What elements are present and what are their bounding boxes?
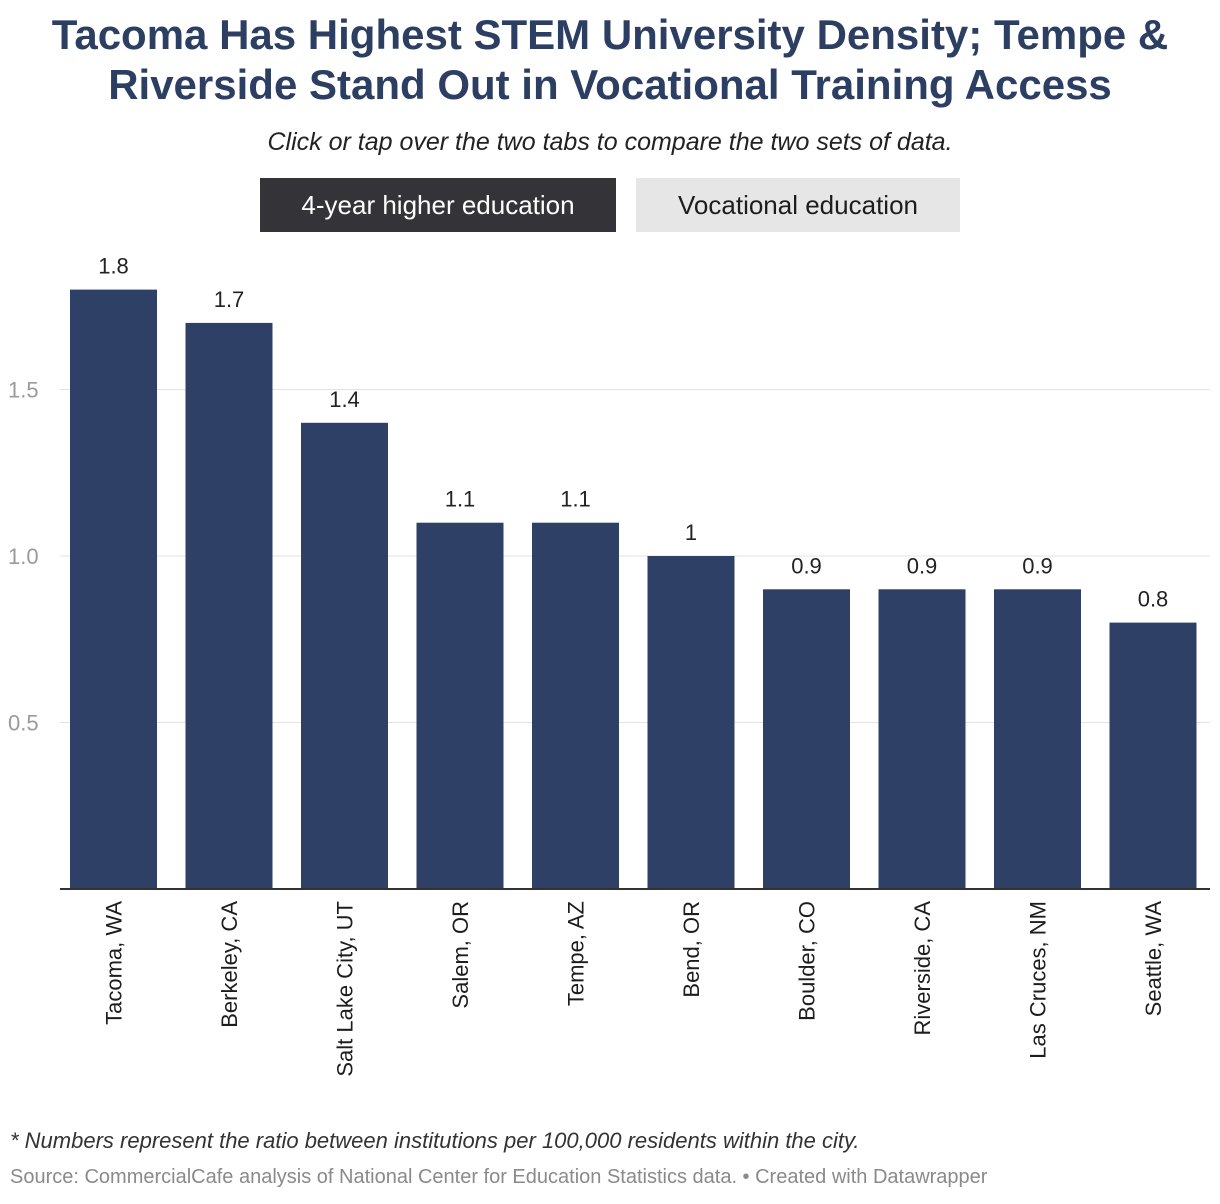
bar[interactable]: [647, 556, 735, 889]
bar-value-label: 1.8: [98, 254, 129, 279]
footnote: * Numbers represent the ratio between in…: [10, 1128, 860, 1153]
x-tick-label: Tempe, AZ: [564, 901, 589, 1006]
x-tick-label: Salem, OR: [448, 901, 473, 1009]
y-tick-label: 0.5: [8, 711, 39, 736]
bar[interactable]: [532, 522, 619, 889]
x-tick-label: Las Cruces, NM: [1026, 901, 1051, 1059]
x-tick-label: Seattle, WA: [1141, 901, 1166, 1017]
tab-vocational-education[interactable]: Vocational education: [636, 178, 960, 232]
bar-value-label: 1.7: [214, 287, 245, 312]
x-tick-label: Berkeley, CA: [217, 901, 242, 1028]
title-line-1: Tacoma Has Highest STEM University Densi…: [51, 11, 1169, 58]
bar-value-label: 0.9: [791, 553, 822, 578]
bar-value-label: 0.8: [1138, 587, 1169, 612]
bar[interactable]: [416, 522, 504, 889]
chart-subtitle: Click or tap over the two tabs to compar…: [267, 128, 953, 156]
x-tick-label: Riverside, CA: [910, 901, 935, 1036]
x-tick-label: Bend, OR: [679, 901, 704, 998]
bar[interactable]: [994, 589, 1081, 889]
bar[interactable]: [70, 289, 157, 890]
bar[interactable]: [301, 422, 388, 889]
bar-chart: 0.5 1.0 1.5 1.8 Tacoma, WA 1.7 Berkeley, CA 1.4…: [8, 254, 1210, 1077]
y-tick-label: 1.0: [8, 544, 39, 569]
x-tick-label: Boulder, CO: [795, 901, 820, 1021]
bar[interactable]: [185, 322, 273, 889]
bar-value-label: 0.9: [1022, 553, 1053, 578]
bar-value-label: 1.1: [445, 487, 476, 512]
tab-4-year-higher-education[interactable]: 4-year higher education: [260, 178, 616, 232]
x-tick-label: Salt Lake City, UT: [333, 901, 358, 1077]
bar[interactable]: [1109, 622, 1197, 889]
bar-value-label: 0.9: [907, 553, 938, 578]
y-tick-label: 1.5: [8, 378, 39, 403]
title-line-2: Riverside Stand Out in Vocational Traini…: [108, 61, 1112, 108]
bar[interactable]: [763, 589, 850, 889]
source-credit: Source: CommercialCafe analysis of Natio…: [10, 1166, 988, 1188]
chart-title: Tacoma Has Highest STEM University Densi…: [0, 10, 1220, 110]
bar[interactable]: [878, 589, 966, 889]
bar-value-label: 1: [685, 520, 697, 545]
bar-value-label: 1.4: [329, 387, 360, 412]
bar-value-label: 1.1: [560, 487, 591, 512]
x-tick-label: Tacoma, WA: [102, 901, 127, 1025]
